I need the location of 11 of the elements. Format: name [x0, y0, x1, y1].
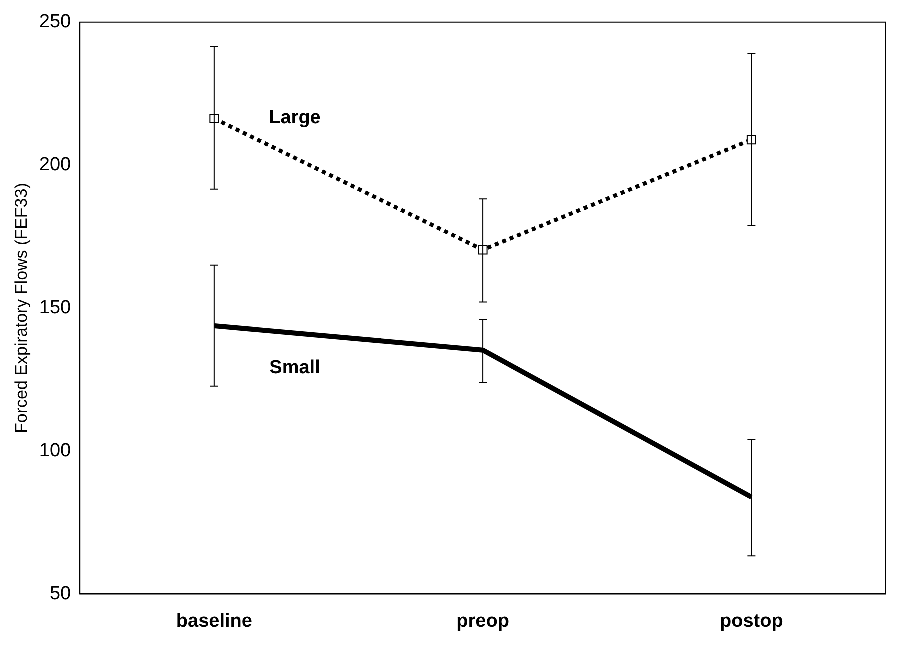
x-tick-label: postop — [720, 610, 784, 632]
series-label: Large — [269, 107, 321, 128]
y-tick-label: 200 — [39, 154, 72, 176]
y-tick-label: 50 — [50, 583, 72, 604]
y-tick-label: 100 — [39, 440, 72, 462]
x-tick-label: baseline — [176, 610, 252, 632]
series-label: Small — [270, 358, 320, 379]
y-axis-title: Forced Expiratory Flows (FEF33) — [12, 183, 31, 434]
y-tick-label: 250 — [39, 12, 72, 33]
y-tick-label: 150 — [39, 298, 72, 319]
x-tick-label: preop — [456, 610, 510, 632]
